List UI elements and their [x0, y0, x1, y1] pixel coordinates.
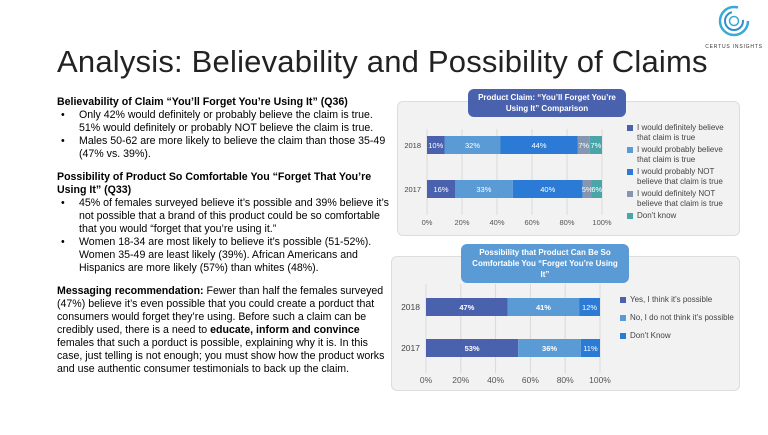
bullet: Women 18-34 are most likely to believe i…	[57, 236, 392, 275]
legend-swatch	[627, 191, 633, 197]
rec-text: females that such a porduct is possible,…	[57, 337, 385, 375]
bullet: Only 42% would definitely or probably be…	[57, 109, 392, 135]
analysis-text: Believability of Claim “You’ll Forget Yo…	[57, 96, 392, 376]
data-label: 36%	[542, 344, 557, 353]
data-label: 16%	[433, 185, 448, 194]
x-tick-label: 20%	[452, 375, 469, 385]
rec-bold: educate, inform and convince	[210, 324, 360, 336]
x-tick-label: 80%	[557, 375, 574, 385]
x-tick-label: 60%	[524, 218, 539, 227]
legend-swatch	[620, 315, 626, 321]
legend-label: Yes, I think it's possible	[630, 295, 713, 304]
x-tick-label: 40%	[489, 218, 504, 227]
y-category-label: 2017	[401, 343, 420, 353]
bar-segment	[500, 136, 578, 154]
legend-swatch	[627, 169, 633, 175]
bar-segment	[512, 180, 583, 198]
data-label: 40%	[540, 185, 555, 194]
legend-item: I would definitely NOT believe that clai…	[627, 189, 737, 209]
chart-claim: 0% 20% 40% 60% 80% 100% 2018 10% 32% 44% 7% 7% 2017 1…	[404, 129, 612, 227]
x-tick-label: 60%	[522, 375, 539, 385]
data-label: 12%	[582, 303, 597, 312]
x-tick-label: 100%	[589, 375, 611, 385]
rec-text: Fewer than half the females surveyed (47…	[57, 285, 384, 336]
data-label: 5%	[582, 185, 593, 194]
legend-possibility: Yes, I think it's possible No, I do not t…	[620, 295, 735, 349]
legend-label: I would probably believe that claim is t…	[637, 145, 723, 164]
legend-item: Don't Know	[620, 331, 735, 341]
data-label: 41%	[536, 303, 551, 312]
legend-item: No, I do not think it's possible	[620, 313, 735, 323]
section-heading: Believability of Claim “You’ll Forget Yo…	[57, 96, 348, 108]
x-tick-label: 100%	[592, 218, 612, 227]
bar-segment	[507, 298, 580, 316]
legend-label: I would definitely believe that claim is…	[637, 123, 724, 142]
x-tick-label: 0%	[420, 375, 433, 385]
legend-item: I would probably believe that claim is t…	[627, 145, 737, 165]
bullet: Males 50-62 are more likely to believe t…	[57, 135, 392, 161]
legend-item: I would probably NOT believe that claim …	[627, 167, 737, 187]
bullet: 45% of females surveyed believe it’s pos…	[57, 197, 392, 236]
data-label: 53%	[465, 344, 480, 353]
x-tick-label: 80%	[559, 218, 574, 227]
bar-segment	[427, 136, 445, 154]
legend-item: I would definitely believe that claim is…	[627, 123, 737, 143]
section-heading: Possibility of Product So Comfortable Yo…	[57, 171, 372, 196]
legend-swatch	[627, 125, 633, 131]
legend-swatch	[627, 213, 633, 219]
data-label: 47%	[459, 303, 474, 312]
data-label: 7%	[590, 141, 601, 150]
bar-segment	[589, 136, 602, 154]
chart-title-possibility: Possibility that Product Can Be So Comfo…	[461, 244, 629, 283]
data-label: 10%	[428, 141, 443, 150]
data-label: 11%	[583, 344, 598, 353]
y-category-label: 2017	[404, 185, 421, 194]
rec-label: Messaging recommendation:	[57, 285, 204, 297]
logo-text: CERTUS INSIGHTS	[705, 44, 763, 50]
y-category-label: 2018	[401, 302, 420, 312]
legend-label: Don't know	[637, 211, 677, 220]
recommendation: Messaging recommendation: Fewer than hal…	[57, 285, 392, 376]
bar-segment	[455, 180, 513, 198]
y-category-label: 2018	[404, 141, 421, 150]
x-tick-label: 40%	[487, 375, 504, 385]
bar-segment	[577, 136, 590, 154]
bar-segment	[582, 180, 592, 198]
legend-swatch	[620, 333, 626, 339]
data-label: 7%	[578, 141, 589, 150]
legend-item: Don't know	[627, 211, 737, 221]
bar-segment	[579, 298, 600, 316]
chart-possibility: 0% 20% 40% 60% 80% 100% 2018 47% 41% 12% 2017 53% 36…	[401, 284, 611, 385]
bar-segment	[426, 339, 519, 357]
chart-title-claim: Product Claim: “You’ll Forget You’re Usi…	[468, 89, 626, 117]
data-label: 32%	[465, 141, 480, 150]
page-title: Analysis: Believability and Possibility …	[57, 44, 708, 79]
legend-label: I would definitely NOT believe that clai…	[637, 189, 723, 208]
data-label: 44%	[531, 141, 546, 150]
data-label: 33%	[476, 185, 491, 194]
legend-claim: I would definitely believe that claim is…	[627, 123, 737, 223]
bar-segment	[591, 180, 602, 198]
x-tick-label: 20%	[454, 218, 469, 227]
bar-segment	[580, 339, 600, 357]
legend-swatch	[627, 147, 633, 153]
legend-label: No, I do not think it's possible	[630, 313, 734, 322]
certus-c-logo-icon	[718, 5, 750, 37]
x-tick-label: 0%	[422, 218, 433, 227]
bar-segment	[444, 136, 501, 154]
bar-segment	[518, 339, 581, 357]
legend-label: Don't Know	[630, 331, 671, 340]
legend-swatch	[620, 297, 626, 303]
legend-label: I would probably NOT believe that claim …	[637, 167, 723, 186]
certus-logo: CERTUS INSIGHTS	[702, 4, 766, 50]
bar-segment	[427, 180, 455, 198]
legend-item: Yes, I think it's possible	[620, 295, 735, 305]
data-label: 6%	[591, 185, 602, 194]
bar-segment	[426, 298, 508, 316]
